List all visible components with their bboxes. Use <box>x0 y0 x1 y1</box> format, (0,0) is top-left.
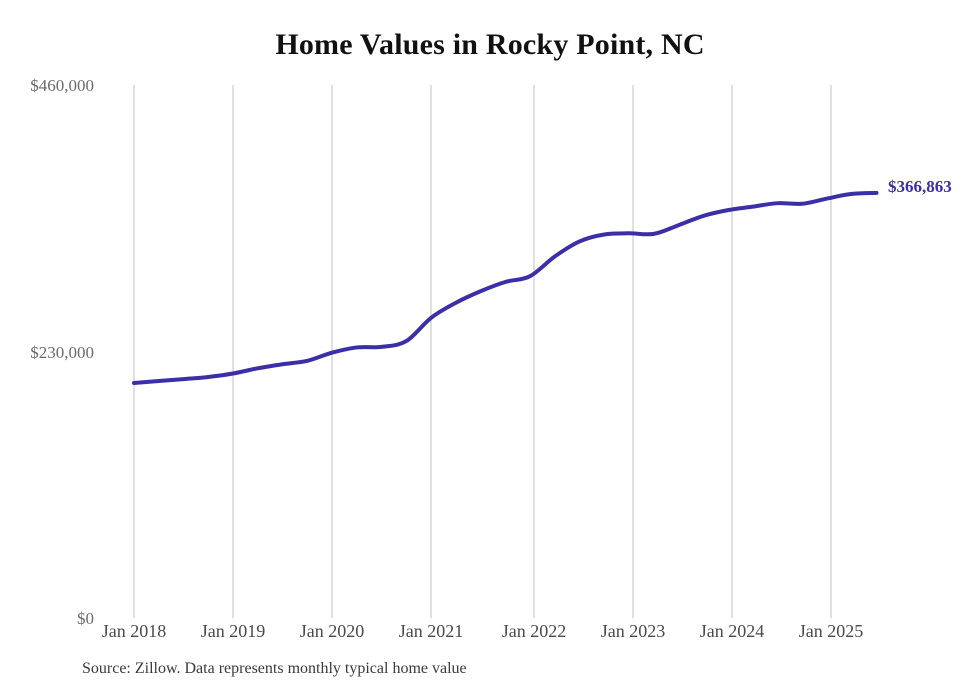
xtick-label-jan-2023: Jan 2023 <box>600 621 666 641</box>
ytick-label-0: $0 <box>77 609 94 628</box>
xtick-label-jan-2025: Jan 2025 <box>798 621 864 641</box>
source-note: Source: Zillow. Data represents monthly … <box>82 660 467 677</box>
ytick-label-230000: $230,000 <box>30 343 94 362</box>
value-line <box>132 190 879 386</box>
chart-title: Home Values in Rocky Point, NC <box>275 28 705 61</box>
xtick-label-jan-2018: Jan 2018 <box>101 621 167 641</box>
end-value-annotation: $366,863 <box>888 177 952 196</box>
xtick-label-jan-2024: Jan 2024 <box>699 621 765 641</box>
xtick-label-jan-2022: Jan 2022 <box>501 621 567 641</box>
xtick-label-jan-2021: Jan 2021 <box>398 621 464 641</box>
ytick-label-460000: $460,000 <box>30 76 94 95</box>
xtick-label-jan-2019: Jan 2019 <box>200 621 266 641</box>
xtick-label-jan-2020: Jan 2020 <box>299 621 365 641</box>
gridlines <box>133 85 832 618</box>
